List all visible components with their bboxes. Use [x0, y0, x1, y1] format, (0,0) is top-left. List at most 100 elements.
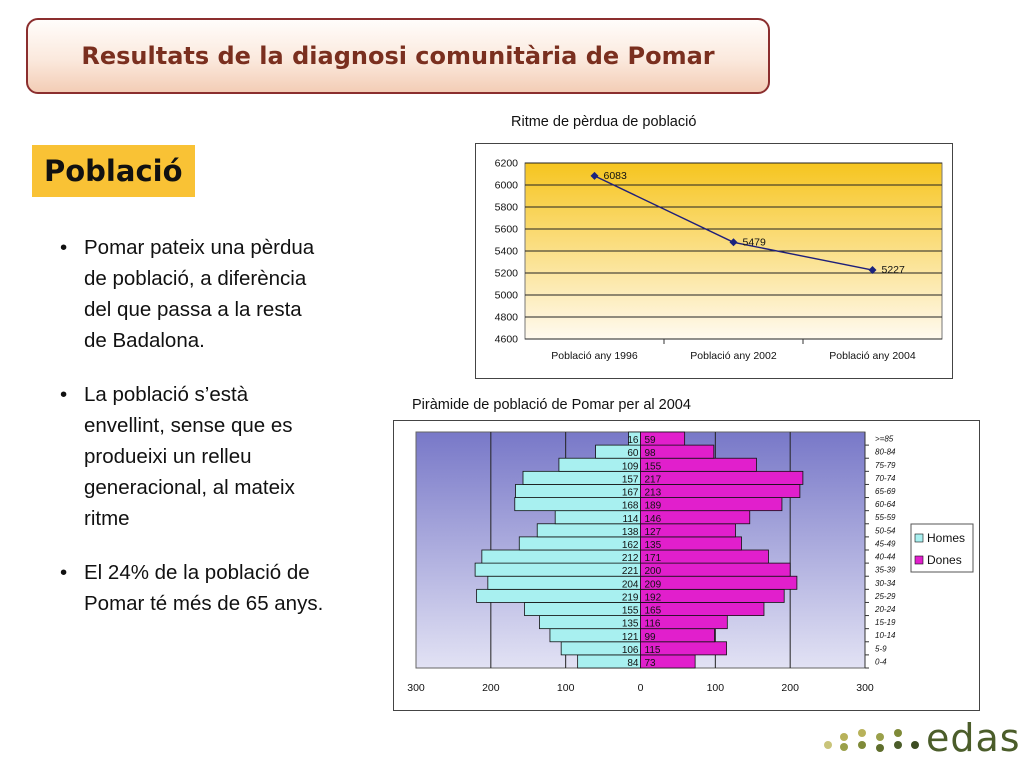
data-label-dones: 99: [645, 632, 657, 643]
age-label: 75-79: [875, 461, 896, 470]
bar-homes: [481, 549, 641, 564]
y-tick-label: 6000: [495, 180, 519, 192]
age-label: 35-39: [875, 566, 896, 575]
data-label-homes: 168: [622, 501, 639, 512]
y-tick-label: 5600: [495, 224, 519, 236]
bar-dones: [640, 470, 804, 485]
legend-box: [910, 523, 974, 573]
data-label-homes: 60: [627, 448, 639, 459]
legend: Homes Dones: [910, 523, 974, 573]
age-label: 30-34: [875, 579, 896, 588]
age-label: 50-54: [875, 526, 896, 535]
data-label-homes: 167: [622, 488, 639, 499]
age-label: 60-64: [875, 500, 896, 509]
age-label: 70-74: [875, 474, 896, 483]
bullet-item: • Pomar pateix una pèrdua de població, a …: [58, 232, 330, 356]
data-label: 5227: [882, 264, 906, 276]
line-chart-title: Ritme de pèrdua de població: [511, 114, 697, 130]
age-label: 5-9: [875, 644, 887, 653]
x-tick-label: Població any 1996: [551, 350, 638, 362]
y-tick-label: 6200: [495, 158, 519, 170]
age-label: 25-29: [874, 592, 896, 601]
data-label-homes: 114: [623, 514, 639, 525]
x-tick-label: 0: [638, 682, 644, 694]
legend-label-homes: Homes: [927, 531, 965, 545]
data-label-dones: 189: [645, 501, 662, 512]
data-label-homes: 155: [622, 606, 639, 617]
data-label-homes: 157: [622, 474, 639, 485]
bar-dones: [640, 575, 798, 590]
edas-logo: edas: [822, 716, 1021, 760]
x-tick-label: 200: [482, 682, 500, 694]
x-tick-label: 300: [407, 682, 425, 694]
line-chart: 4600 4800 5000 5200 5400 5600 5800 6000 6200 Pobl…: [475, 143, 953, 379]
page-title: Resultats de la diagnosi comunitària de …: [81, 42, 715, 70]
age-label: 80-84: [875, 448, 896, 457]
y-tick-label: 5800: [495, 202, 519, 214]
data-label-dones: 146: [645, 514, 662, 525]
data-point: [590, 171, 599, 180]
data-label-homes: 221: [622, 566, 639, 577]
bullet-text: El 24% de la població de Pomar té més de…: [84, 561, 324, 615]
data-label: 5479: [743, 236, 767, 248]
data-label-dones: 171: [645, 553, 662, 564]
age-label: 10-14: [875, 631, 896, 640]
y-tick-label: 5400: [495, 246, 519, 258]
data-label-homes: 162: [622, 540, 639, 551]
y-tick-label: 5000: [495, 290, 519, 302]
x-tick-label: Població any 2002: [690, 350, 777, 362]
bullet-item: • El 24% de la població de Pomar té més d…: [58, 557, 330, 619]
bar-dones: [640, 588, 785, 603]
data-label-dones: 217: [645, 474, 662, 485]
data-label-dones: 115: [645, 645, 661, 656]
bar-dones: [640, 484, 801, 498]
y-tick-label: 5200: [495, 268, 519, 280]
data-point: [729, 238, 738, 247]
data-point: [868, 266, 877, 275]
bar-dones: [640, 497, 783, 512]
data-label-dones: 127: [645, 527, 662, 538]
section-heading: Població: [32, 145, 195, 197]
data-label-homes: 106: [622, 645, 639, 656]
data-label-homes: 16: [627, 435, 639, 446]
logo-text: edas: [926, 716, 1021, 760]
legend-label-dones: Dones: [927, 553, 962, 567]
bar-homes: [487, 575, 641, 590]
data-label: 6083: [604, 170, 628, 182]
bullet-list: • Pomar pateix una pèrdua de població, a …: [58, 232, 330, 642]
data-label-dones: 209: [645, 579, 662, 590]
data-label-dones: 192: [645, 592, 662, 603]
data-label-dones: 59: [645, 435, 657, 446]
bullet-text: Pomar pateix una pèrdua de població, a d…: [84, 236, 315, 352]
bullet-marker: •: [60, 383, 68, 406]
age-label: 20-24: [874, 605, 896, 614]
bar-dones: [640, 431, 686, 446]
title-banner: Resultats de la diagnosi comunitària de …: [26, 18, 770, 94]
data-label-dones: 155: [645, 461, 662, 472]
age-label: 45-49: [875, 539, 896, 548]
x-tick-label: 100: [557, 682, 575, 694]
pyramid-chart: 300 200 100 0 100 200 300 84 73 106 115 121 99 135 116…: [393, 420, 980, 711]
data-label-homes: 219: [622, 592, 639, 603]
legend-swatch-dones: [914, 555, 924, 565]
y-tick-label: 4800: [495, 312, 519, 324]
bullet-item: • La població s’està envellint, sense qu…: [58, 379, 330, 534]
age-label: >=85: [875, 435, 894, 444]
data-label-dones: 213: [645, 488, 662, 499]
x-tick-label: 200: [781, 682, 799, 694]
legend-swatch-homes: [914, 533, 924, 543]
data-label-dones: 200: [645, 566, 662, 577]
x-tick-label: 100: [707, 682, 725, 694]
data-label-homes: 135: [622, 619, 639, 630]
bullet-marker: •: [60, 561, 68, 584]
data-label-homes: 212: [622, 553, 639, 564]
age-label: 0-4: [875, 657, 887, 666]
data-label-homes: 84: [627, 658, 639, 669]
pyramid-chart-title: Piràmide de població de Pomar per al 200…: [412, 397, 691, 413]
data-label-homes: 138: [622, 527, 639, 538]
x-tick-label: Població any 2004: [829, 350, 916, 362]
data-label-dones: 116: [645, 619, 661, 630]
bar-homes: [476, 588, 641, 603]
x-tick-label: 300: [856, 682, 874, 694]
age-label: 55-59: [875, 513, 896, 522]
